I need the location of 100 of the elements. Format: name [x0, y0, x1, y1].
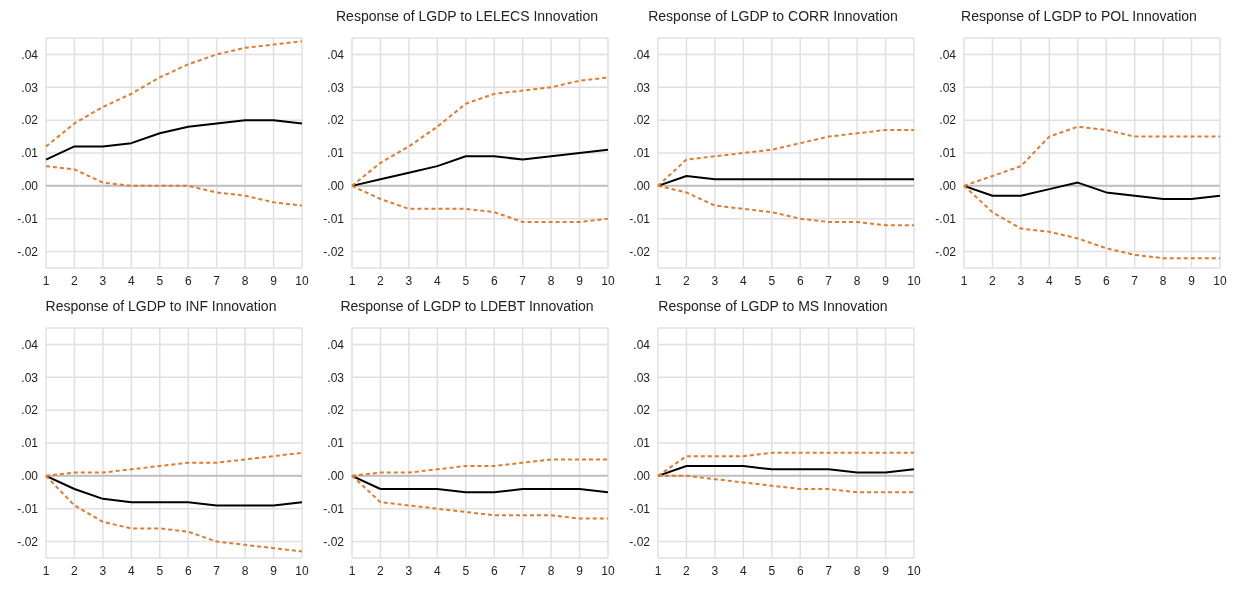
- y-tick-label: .01: [939, 146, 957, 161]
- y-tick-label: .00: [21, 469, 39, 484]
- chart-title: Response of LGDP to LDEBT Innovation: [339, 298, 595, 316]
- x-tick-label: 4: [1045, 273, 1053, 288]
- x-tick-label: 6: [184, 273, 192, 288]
- x-tick-label: 1: [960, 273, 968, 288]
- y-tick-label: .00: [21, 179, 39, 194]
- x-tick-label: 10: [1213, 273, 1227, 288]
- y-tick-label: .02: [327, 403, 345, 418]
- x-tick-label: 3: [405, 273, 413, 288]
- x-tick-label: 2: [377, 273, 385, 288]
- line-series: [351, 148, 609, 187]
- x-tick-label: 9: [882, 563, 890, 578]
- y-tick-label: .01: [633, 146, 651, 161]
- x-tick-label: 8: [241, 563, 249, 578]
- x-tick-label: 3: [405, 563, 413, 578]
- x-tick-label: 8: [853, 563, 861, 578]
- x-tick-label: 3: [99, 563, 107, 578]
- x-tick-label: 9: [270, 563, 278, 578]
- y-tick-label: .01: [21, 146, 39, 161]
- x-tick-label: 1: [654, 563, 662, 578]
- y-tick-label: .00: [327, 469, 345, 484]
- chart-title: Response of LGDP to CORR Innovation: [647, 8, 899, 26]
- y-tick-label: .03: [633, 370, 651, 385]
- x-tick-label: 5: [768, 563, 776, 578]
- x-tick-label: 5: [1074, 273, 1082, 288]
- chart-title: Response of LGDP to POL Innovation: [960, 8, 1198, 26]
- chart-title: Response of LGDP to LELECS Innovation: [335, 8, 599, 26]
- x-tick-label: 9: [576, 563, 584, 578]
- x-tick-label: 5: [462, 563, 470, 578]
- x-tick-label: 10: [601, 273, 615, 288]
- x-tick-label: 2: [377, 563, 385, 578]
- x-tick-label: 7: [519, 563, 527, 578]
- y-tick-label: -.01: [629, 501, 651, 516]
- y-tick-label: .02: [21, 403, 39, 418]
- x-tick-label: 7: [825, 273, 833, 288]
- x-tick-label: 2: [683, 273, 691, 288]
- x-tick-label: 6: [184, 563, 192, 578]
- y-tick-label: .03: [939, 80, 957, 95]
- x-tick-label: 3: [711, 563, 719, 578]
- y-tick-label: -.02: [17, 244, 39, 259]
- y-tick-label: .03: [633, 80, 651, 95]
- y-tick-label: -.01: [323, 211, 345, 226]
- x-tick-label: 9: [1188, 273, 1196, 288]
- x-tick-label: 7: [1131, 273, 1139, 288]
- x-tick-label: 10: [295, 563, 309, 578]
- x-tick-label: 6: [796, 563, 804, 578]
- y-tick-label: .02: [633, 403, 651, 418]
- y-tick-label: .02: [327, 113, 345, 128]
- x-tick-label: 1: [42, 273, 50, 288]
- chart-title: Response of LGDP to INF Innovation: [44, 298, 278, 316]
- x-tick-label: 4: [739, 273, 747, 288]
- x-tick-label: 1: [654, 273, 662, 288]
- x-tick-label: 9: [270, 273, 278, 288]
- x-tick-label: 8: [853, 273, 861, 288]
- y-tick-label: .03: [21, 370, 39, 385]
- x-tick-label: 9: [882, 273, 890, 288]
- y-tick-label: .00: [633, 179, 651, 194]
- x-tick-label: 4: [739, 563, 747, 578]
- x-tick-label: 8: [547, 563, 555, 578]
- x-tick-label: 8: [547, 273, 555, 288]
- y-tick-label: -.01: [935, 211, 957, 226]
- y-tick-label: .03: [327, 80, 345, 95]
- y-tick-label: -.02: [629, 534, 651, 549]
- x-tick-label: 6: [490, 273, 498, 288]
- y-tick-label: .03: [327, 370, 345, 385]
- x-tick-label: 4: [127, 273, 135, 288]
- y-tick-label: -.01: [17, 501, 39, 516]
- y-tick-label: .04: [327, 47, 345, 62]
- y-tick-label: .02: [939, 113, 957, 128]
- y-tick-label: -.01: [629, 211, 651, 226]
- y-tick-label: .00: [327, 179, 345, 194]
- x-tick-label: 4: [433, 563, 441, 578]
- x-tick-label: 6: [490, 563, 498, 578]
- x-tick-label: 10: [907, 273, 921, 288]
- y-tick-label: .04: [939, 47, 957, 62]
- x-tick-label: 4: [433, 273, 441, 288]
- x-tick-label: 2: [989, 273, 997, 288]
- y-tick-label: -.02: [323, 534, 345, 549]
- y-tick-label: -.02: [935, 244, 957, 259]
- x-tick-label: 8: [1159, 273, 1167, 288]
- y-tick-label: .01: [21, 436, 39, 451]
- x-tick-label: 1: [348, 273, 356, 288]
- x-tick-label: 5: [156, 563, 164, 578]
- x-tick-label: 6: [796, 273, 804, 288]
- y-tick-label: -.02: [323, 244, 345, 259]
- x-tick-label: 5: [768, 273, 776, 288]
- x-tick-label: 7: [213, 273, 221, 288]
- y-tick-label: .01: [633, 436, 651, 451]
- x-tick-label: 2: [683, 563, 691, 578]
- chart-title: Response of LGDP to MS Innovation: [657, 298, 889, 316]
- x-tick-label: 10: [295, 273, 309, 288]
- y-tick-label: .02: [633, 113, 651, 128]
- x-tick-label: 5: [156, 273, 164, 288]
- x-tick-label: 10: [601, 563, 615, 578]
- x-tick-label: 7: [213, 563, 221, 578]
- y-tick-label: .04: [21, 337, 39, 352]
- x-tick-label: 3: [1017, 273, 1025, 288]
- y-tick-label: .04: [633, 47, 651, 62]
- x-tick-label: 10: [907, 563, 921, 578]
